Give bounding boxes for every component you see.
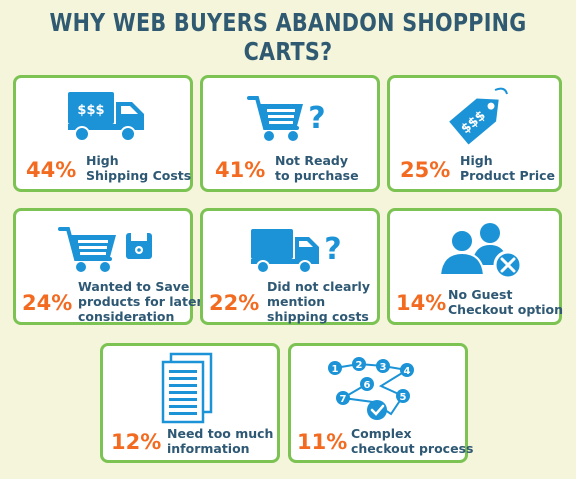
cart-question-icon: ? <box>247 96 326 141</box>
reason-percent: 14% <box>396 291 447 315</box>
reason-card-unclear-shipping: ? 22% Did not clearly mention shipping c… <box>200 208 380 325</box>
reason-label: High Product Price <box>460 153 555 183</box>
users-cancel-icon <box>438 223 523 280</box>
svg-text:$$$: $$$ <box>77 103 104 118</box>
svg-text:6: 6 <box>364 380 371 391</box>
truck-dollar-icon: $$$ <box>68 92 144 142</box>
svg-text:1: 1 <box>332 364 339 375</box>
reason-card-complex-checkout: 1 2 3 4 5 6 7 11% Complex checkout proce… <box>288 343 473 463</box>
cart-save-icon <box>58 227 152 272</box>
reason-card-save-for-later: 24% Wanted to Save products for later co… <box>13 208 203 325</box>
reason-card-too-much-info: 12% Need too much information <box>100 343 280 463</box>
process-steps-icon: 1 2 3 4 5 6 7 <box>328 357 414 420</box>
svg-text:4: 4 <box>404 366 411 377</box>
reason-label: Wanted to Save products for later consid… <box>78 279 203 324</box>
reason-card-shipping-costs: $$$ 44% High Shipping Costs <box>13 75 193 192</box>
svg-text:7: 7 <box>340 394 347 405</box>
reason-card-no-guest-checkout: 14% No Guest Checkout option <box>387 208 564 325</box>
reason-percent: 12% <box>111 430 162 454</box>
price-tag-icon: $$$ <box>449 87 508 145</box>
reason-label: High Shipping Costs <box>86 153 192 183</box>
reason-card-product-price: $$$ 25% High Product Price <box>387 75 562 192</box>
reason-card-not-ready: ? 41% Not Ready to purchase <box>200 75 380 192</box>
reason-percent: 11% <box>297 430 348 454</box>
reason-percent: 25% <box>400 158 451 182</box>
reason-percent: 22% <box>209 291 260 315</box>
reason-label: No Guest Checkout option <box>448 287 564 317</box>
svg-text:?: ? <box>308 101 325 136</box>
page-title: WHY WEB BUYERS ABANDON SHOPPING CARTS? <box>49 8 527 66</box>
reason-label: Did not clearly mention shipping costs <box>267 279 370 324</box>
svg-text:2: 2 <box>356 360 363 371</box>
reason-percent: 44% <box>26 158 77 182</box>
reason-percent: 24% <box>22 291 73 315</box>
svg-text:?: ? <box>324 232 341 267</box>
truck-question-icon: ? <box>251 229 342 274</box>
reason-label: Complex checkout process <box>351 426 474 456</box>
reason-label: Not Ready to purchase <box>275 153 359 183</box>
svg-text:3: 3 <box>380 362 387 373</box>
documents-icon <box>161 352 213 424</box>
svg-text:5: 5 <box>400 392 407 403</box>
reason-percent: 41% <box>215 158 266 182</box>
reason-label: Need too much information <box>167 426 274 456</box>
